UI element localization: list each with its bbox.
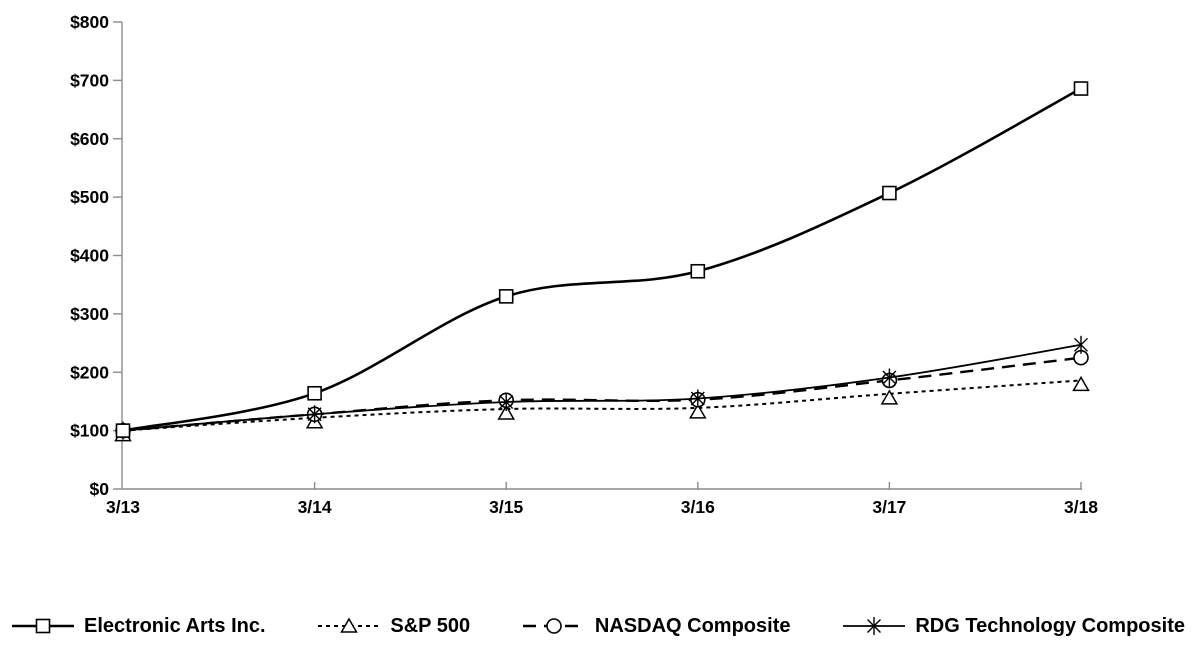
- sp500-marker-icon: [1072, 375, 1090, 392]
- series-markers-rdg-technology: [116, 335, 1088, 440]
- nasdaq-swatch-icon: [522, 618, 585, 634]
- y-axis-tick-label: $400: [70, 246, 109, 266]
- electronic-arts-marker-icon: [115, 423, 131, 438]
- series-line-rdg-technology: [122, 343, 1082, 432]
- x-axis-tick-label: 3/18: [1064, 497, 1098, 517]
- sp500-marker-icon: [340, 617, 359, 633]
- y-axis-tick-label: $300: [70, 304, 109, 324]
- rdg-technology-marker-icon: [882, 368, 897, 387]
- rdg-technology-marker-icon: [690, 389, 705, 408]
- x-axis-tick-label: 3/14: [298, 497, 332, 517]
- legend-label-nasdaq: NASDAQ Composite: [594, 614, 791, 637]
- rdg-technology-marker-icon: [499, 393, 514, 412]
- sp500-swatch-icon: [318, 617, 381, 633]
- legend-item-sp500: S&P 500: [318, 614, 470, 638]
- electronic-arts-marker-icon: [690, 263, 706, 279]
- y-axis-tick-label: $700: [70, 70, 109, 90]
- series-line-nasdaq: [122, 356, 1082, 432]
- nasdaq-marker-icon: [546, 618, 562, 634]
- sp500-marker-icon: [689, 403, 707, 419]
- y-axis-tick-label: $0: [90, 479, 110, 499]
- rdg-technology-marker-icon: [307, 405, 322, 424]
- x-axis-tick-label: 3/13: [106, 497, 140, 517]
- rdg-technology-marker-icon: [1074, 335, 1088, 354]
- x-axis-tick-label: 3/16: [681, 497, 715, 517]
- x-axis-tick-label: 3/15: [489, 497, 523, 517]
- legend-label-rdg-technology: RDG Technology Composite: [915, 614, 1185, 637]
- sp500-marker-icon: [880, 389, 899, 405]
- y-axis-tick-label: $500: [70, 187, 109, 207]
- legend-item-nasdaq: NASDAQ Composite: [522, 614, 791, 638]
- x-axis-tick-label: 3/17: [872, 497, 906, 517]
- legend-label-electronic-arts: Electronic Arts Inc.: [84, 614, 266, 637]
- y-axis-tick-label: $800: [70, 12, 109, 32]
- y-axis-tick-label: $100: [70, 421, 109, 441]
- plot-area: $0 $100 $200 $300 $400 $500 $600 $700 $800 3/13 3/…: [70, 12, 1098, 517]
- electronic-arts-marker-icon: [35, 618, 51, 634]
- y-axis-tick-label: $600: [70, 129, 109, 149]
- chart-legend: Electronic Arts Inc. S&P 500 NASDAQ Comp…: [0, 604, 1195, 648]
- electronic-arts-marker-icon: [1073, 81, 1089, 96]
- electronic-arts-swatch-icon: [12, 618, 74, 634]
- y-axis-tick-label: $200: [70, 362, 109, 382]
- electronic-arts-marker-icon: [882, 185, 897, 201]
- electronic-arts-marker-icon: [307, 385, 322, 401]
- legend-item-electronic-arts: Electronic Arts Inc.: [12, 614, 266, 638]
- series-markers-nasdaq: [115, 349, 1089, 439]
- series-markers-electronic-arts: [115, 81, 1089, 438]
- series-line-electronic-arts: [122, 87, 1082, 432]
- electronic-arts-marker-icon: [498, 289, 514, 304]
- rdg-technology-marker-icon: [867, 617, 882, 635]
- rdg-technology-swatch-icon: [843, 617, 906, 635]
- sp500-marker-icon: [497, 404, 515, 420]
- legend-label-sp500: S&P 500: [390, 614, 471, 637]
- legend-item-rdg-technology: RDG Technology Composite: [843, 614, 1185, 638]
